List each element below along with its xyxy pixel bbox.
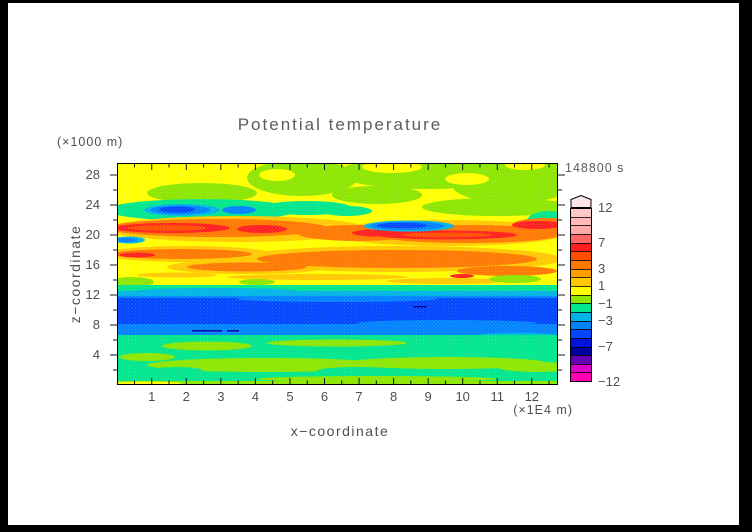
time-label: 148800 s	[565, 161, 625, 175]
x-tick-label: 7	[355, 389, 363, 404]
x-tick-label: 9	[424, 389, 432, 404]
x-axis-title: x−coordinate	[290, 423, 390, 439]
colorbar-tick-label: 12	[598, 200, 613, 215]
colorbar-segment	[571, 225, 591, 234]
colorbar	[570, 208, 592, 382]
y-tick-label: 16	[85, 257, 100, 272]
colorbar-segment	[571, 303, 591, 312]
colorbar-segment	[571, 355, 591, 364]
x-tick-label: 4	[251, 389, 259, 404]
x-tick-label: 1	[148, 389, 156, 404]
colorbar-segment	[571, 285, 591, 295]
x-tick-label: 11	[490, 389, 505, 404]
colorbar-segment	[571, 259, 591, 269]
plot-title: Potential temperature	[237, 115, 443, 134]
colorbar-tick-label: −1	[598, 295, 613, 311]
y-tick-label: 24	[85, 197, 100, 212]
x-tick-label: 8	[389, 389, 398, 404]
y-tick-label: 4	[92, 347, 100, 362]
y-tick-label: 8	[92, 317, 100, 332]
colorbar-segment	[571, 268, 591, 278]
y-axis-unit-label: (×1000 m)	[57, 135, 124, 149]
colorbar-tick-label: 3	[598, 260, 606, 276]
x-tick-label: 5	[286, 389, 294, 404]
axis-ticks	[110, 164, 565, 384]
colorbar-tick-label: 7	[598, 234, 606, 250]
colorbar-segment	[571, 311, 591, 321]
x-axis-unit-label: (×1E4 m)	[513, 403, 573, 417]
plot-page: Potential temperature 148800 s (×1000 m)…	[8, 3, 739, 525]
colorbar-segment	[571, 329, 591, 338]
colorbar-tick-label: −12	[598, 374, 621, 389]
colorbar-segment	[571, 346, 591, 356]
colorbar-tick-label: −3	[598, 313, 613, 329]
colorbar-segment	[571, 209, 591, 217]
plot-frame	[117, 163, 558, 385]
colorbar-segment	[571, 233, 591, 243]
colorbar-segment	[571, 251, 591, 260]
colorbar-segment	[571, 216, 591, 226]
colorbar-segment	[571, 363, 591, 373]
y-tick-label: 20	[85, 227, 100, 242]
colorbar-tick-label: −7	[598, 339, 613, 355]
x-tick-label: 2	[182, 389, 190, 404]
colorbar-arrow-cap	[570, 195, 592, 208]
heatmap-svg	[110, 163, 565, 385]
colorbar-segment	[571, 294, 591, 304]
y-tick-label: 12	[85, 287, 100, 302]
x-tick-label: 10	[455, 389, 470, 404]
colorbar-tick-label: 1	[598, 278, 606, 294]
x-tick-label: 3	[217, 389, 225, 404]
y-tick-label: 28	[85, 167, 100, 182]
colorbar-segment	[571, 320, 591, 330]
colorbar-segment	[571, 242, 591, 252]
x-tick-label: 6	[320, 389, 329, 404]
x-tick-label: 12	[524, 389, 540, 404]
contour-field	[117, 163, 558, 385]
colorbar-segment	[571, 277, 591, 286]
colorbar-segment	[571, 337, 591, 347]
colorbar-segment	[571, 372, 591, 382]
